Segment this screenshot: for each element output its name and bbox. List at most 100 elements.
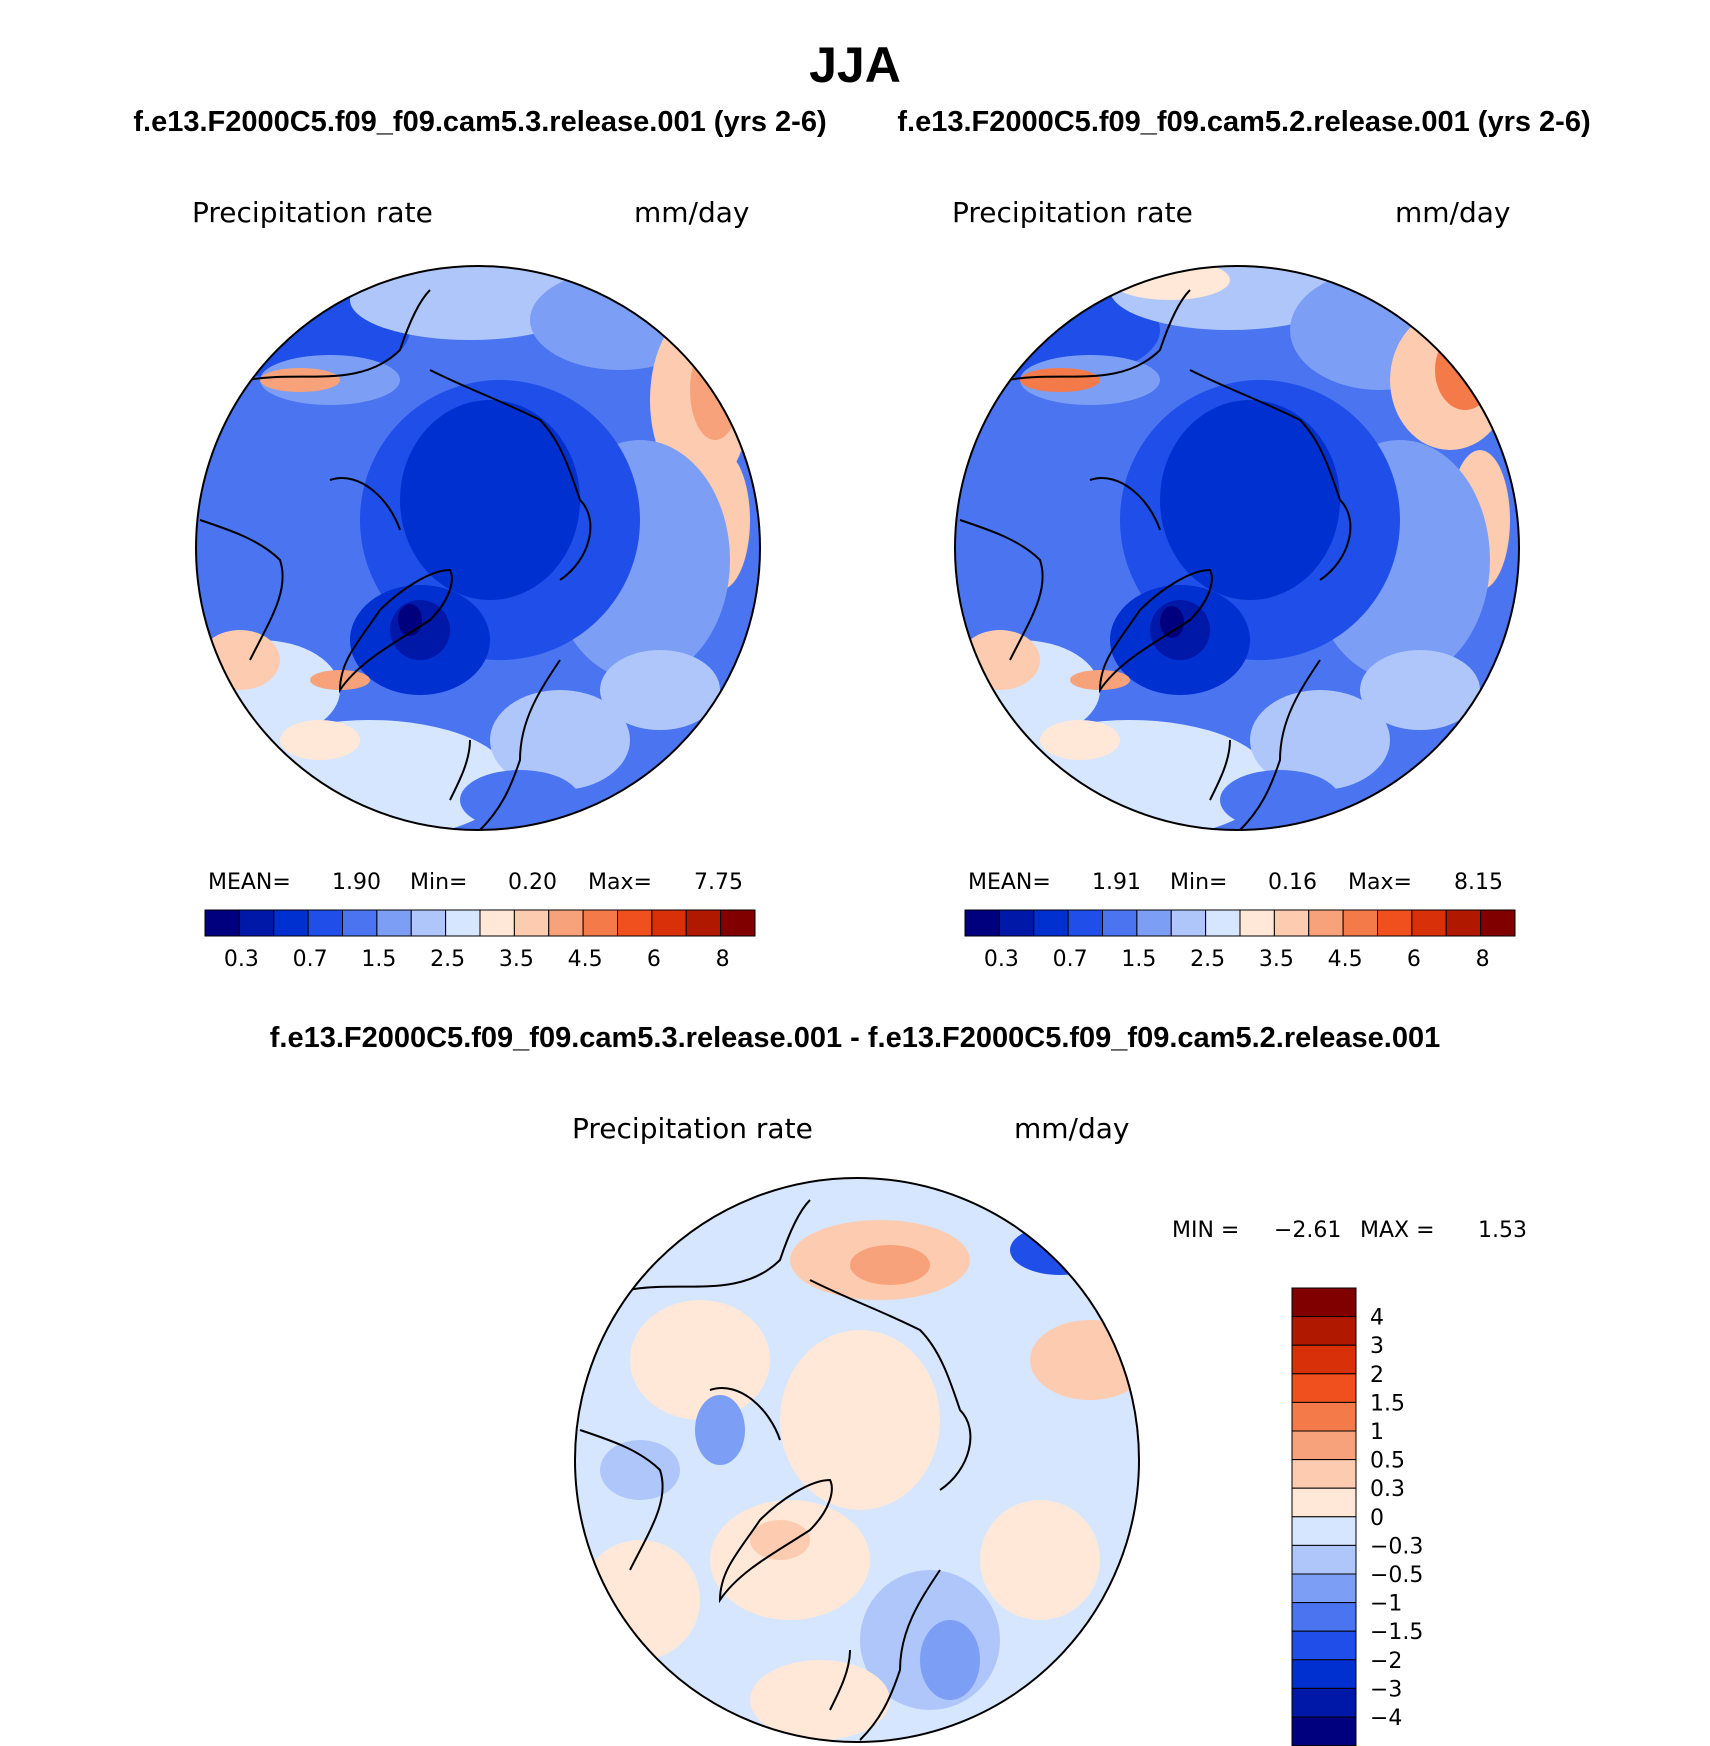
colorbar-swatch-case1: [548, 909, 584, 937]
colorbar-swatch-case2: [1067, 909, 1103, 937]
colorbar-swatch-case2: [1377, 909, 1413, 937]
units-label-case2: mm/day: [1395, 196, 1511, 229]
colorbar-tick-label-diff: −2: [1370, 1649, 1402, 1674]
panel-heading-case1: f.e13.F2000C5.f09_f09.cam5.3.release.001…: [133, 106, 827, 138]
max-label-diff: MAX =: [1360, 1218, 1435, 1243]
colorbar-swatch-case2: [964, 909, 1000, 937]
colorbar-tick-label-case2: 6: [1407, 947, 1421, 972]
units-label-case1: mm/day: [634, 196, 750, 229]
colorbar-swatch-case2: [1308, 909, 1344, 937]
colorbar-tick-label-case2: 0.7: [1053, 947, 1088, 972]
colorbar-tick-label-case2: 4.5: [1328, 947, 1363, 972]
min-label-case1: Min=: [410, 870, 468, 895]
colorbar-swatch-case1: [617, 909, 653, 937]
colorbar-tick-label-case2: 2.5: [1190, 947, 1225, 972]
colorbar-swatch-case1: [342, 909, 378, 937]
colorbar-tick-label-case2: 3.5: [1259, 947, 1294, 972]
colorbar-swatch-diff: [1291, 1459, 1357, 1489]
colorbar-tick-label-diff: −0.3: [1370, 1534, 1423, 1559]
variable-label-diff: Precipitation rate: [572, 1112, 813, 1145]
colorbar-case1: 0.3 0.7 1.5 2.5 3.5 4.5 6 8: [204, 909, 756, 972]
colorbar-swatch-case1: [410, 909, 447, 937]
colorbar-tick-label-case1: 0.7: [293, 947, 328, 972]
max-label-case1: Max=: [588, 870, 652, 895]
colorbar-tick-label-diff: −1: [1370, 1592, 1402, 1617]
colorbar-swatch-diff: [1291, 1430, 1357, 1461]
colorbar-swatch-diff: [1291, 1544, 1357, 1575]
colorbar-swatch-case2: [1480, 909, 1516, 937]
colorbar-tick-label-diff: −0.5: [1370, 1563, 1423, 1588]
colorbar-diff: 4 3 2 1.5 1 0.5 0.3 0 −0.3 −0.5 −1 −1.5 −2 −3 −4: [1291, 1287, 1423, 1746]
colorbar-tick-label-case2: 8: [1476, 947, 1490, 972]
min-value-case2: 0.16: [1268, 870, 1317, 895]
colorbar-swatch-case2: [998, 909, 1035, 937]
min-value-case1: 0.20: [508, 870, 557, 895]
colorbar-tick-label-case1: 8: [716, 947, 730, 972]
colorbar-tick-label-case1: 2.5: [430, 947, 465, 972]
colorbar-swatch-case1: [376, 909, 412, 937]
colorbar-swatch-case1: [238, 909, 275, 937]
colorbar-tick-label-diff: −4: [1370, 1706, 1402, 1731]
min-label-diff: MIN =: [1172, 1218, 1240, 1243]
colorbar-tick-label-case1: 4.5: [568, 947, 603, 972]
colorbar-swatch-case2: [1170, 909, 1207, 937]
colorbar-swatch-case1: [651, 909, 687, 937]
panel-heading-diff: f.e13.F2000C5.f09_f09.cam5.3.release.001…: [269, 1022, 1441, 1054]
colorbar-tick-label-diff: 0.5: [1370, 1449, 1405, 1474]
colorbar-case2: 0.3 0.7 1.5 2.5 3.5 4.5 6 8: [964, 909, 1516, 972]
mean-label-case1: MEAN=: [208, 870, 291, 895]
colorbar-tick-label-case1: 3.5: [499, 947, 534, 972]
colorbar-swatch-case1: [273, 909, 309, 937]
colorbar-tick-label-diff: 4: [1370, 1306, 1384, 1331]
units-label-diff: mm/day: [1014, 1112, 1130, 1145]
colorbar-swatch-case2: [1445, 909, 1482, 937]
colorbar-swatch-case1: [513, 909, 550, 937]
colorbar-tick-label-diff: 2: [1370, 1363, 1384, 1388]
colorbar-swatch-diff: [1291, 1373, 1357, 1403]
colorbar-tick-label-case2: 1.5: [1121, 947, 1156, 972]
colorbar-swatch-case1: [307, 909, 343, 937]
colorbar-swatch-case1: [582, 909, 618, 937]
max-value-case1: 7.75: [694, 870, 743, 895]
colorbar-swatch-case2: [1342, 909, 1378, 937]
colorbar-swatch-case2: [1102, 909, 1138, 937]
max-value-diff: 1.53: [1478, 1218, 1527, 1243]
colorbar-tick-label-diff: 1: [1370, 1420, 1384, 1445]
variable-label-case2: Precipitation rate: [952, 196, 1193, 229]
figure-title: JJA: [809, 37, 901, 93]
colorbar-tick-label-diff: −3: [1370, 1677, 1402, 1702]
colorbar-tick-label-case1: 0.3: [224, 947, 259, 972]
colorbar-swatch-diff: [1291, 1516, 1357, 1546]
colorbar-swatch-case1: [204, 909, 240, 937]
colorbar-tick-label-case1: 1.5: [361, 947, 396, 972]
colorbar-swatch-diff: [1291, 1401, 1357, 1432]
colorbar-swatch-diff: [1291, 1687, 1357, 1718]
colorbar-swatch-case2: [1136, 909, 1172, 937]
variable-label-case1: Precipitation rate: [192, 196, 433, 229]
colorbar-tick-label-diff: 1.5: [1370, 1391, 1405, 1416]
colorbar-tick-label-diff: 0: [1370, 1506, 1384, 1531]
colorbar-swatch-case2: [1239, 909, 1275, 937]
colorbar-swatch-case1: [445, 909, 481, 937]
min-label-case2: Min=: [1170, 870, 1228, 895]
colorbar-swatch-case1: [685, 909, 722, 937]
colorbar-tick-label-diff: 0.3: [1370, 1477, 1405, 1502]
colorbar-swatch-diff: [1291, 1287, 1357, 1318]
polar-map-case1: [195, 265, 761, 831]
colorbar-swatch-diff: [1291, 1573, 1357, 1604]
colorbar-swatch-case2: [1205, 909, 1241, 937]
colorbar-swatch-diff: [1291, 1487, 1357, 1518]
panel-heading-case2: f.e13.F2000C5.f09_f09.cam5.2.release.001…: [897, 106, 1591, 138]
mean-value-case2: 1.91: [1092, 870, 1141, 895]
colorbar-tick-label-case1: 6: [647, 947, 661, 972]
colorbar-tick-label-diff: −1.5: [1370, 1620, 1423, 1645]
max-label-case2: Max=: [1348, 870, 1412, 895]
colorbar-swatch-case2: [1273, 909, 1310, 937]
colorbar-swatch-diff: [1291, 1630, 1357, 1661]
colorbar-swatch-diff: [1291, 1602, 1357, 1632]
colorbar-swatch-case1: [479, 909, 515, 937]
polar-map-case2: [954, 265, 1520, 831]
colorbar-tick-label-case2: 0.3: [984, 947, 1019, 972]
colorbar-swatch-diff: [1291, 1659, 1357, 1689]
